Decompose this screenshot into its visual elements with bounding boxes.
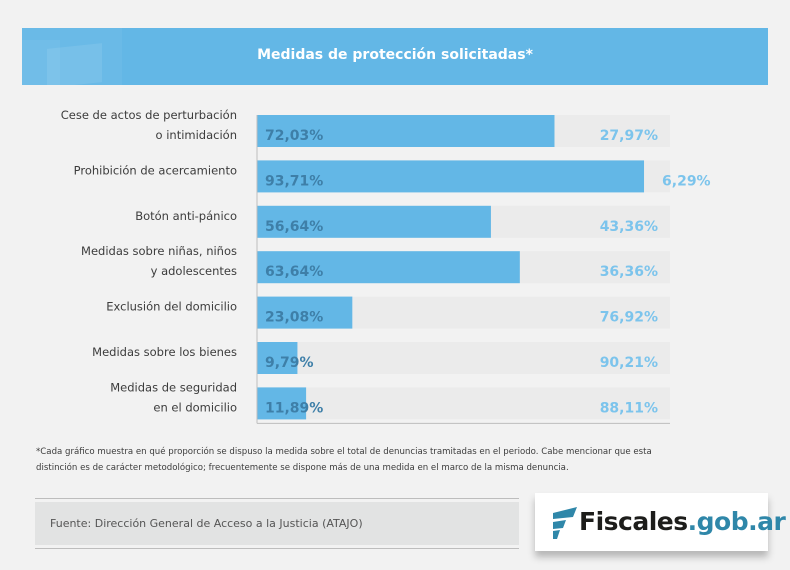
- footnote-line: distinción es de carácter metodológico; …: [36, 463, 569, 473]
- remainder-label: 88,11%: [600, 400, 658, 416]
- bar-chart: Cese de actos de perturbación o intimidac…: [61, 108, 711, 424]
- bar-value: [257, 387, 307, 420]
- logo-text-domain: .gob.ar: [687, 507, 786, 536]
- category-label: Medidas sobre los bienes: [92, 345, 237, 359]
- bar-value: [257, 205, 491, 238]
- value-label: 63,64%: [265, 264, 323, 280]
- source-text: Fuente: Dirección General de Acceso a la…: [50, 517, 363, 530]
- bar-remainder: [257, 387, 670, 420]
- logo-text-fiscales: Fiscales: [579, 507, 688, 536]
- remainder-label: 43,36%: [600, 219, 658, 235]
- category-label: Botón anti-pánico: [135, 209, 237, 223]
- value-label: 72,03%: [265, 128, 323, 144]
- category-label: Prohibición de acercamiento: [74, 163, 237, 177]
- value-label: 56,64%: [265, 219, 323, 235]
- category-label: Exclusión del domicilio: [106, 300, 237, 314]
- category-label: Medidas sobre niñas, niños: [81, 244, 237, 258]
- remainder-label: 90,21%: [600, 355, 658, 371]
- fiscales-f-icon: [553, 507, 577, 539]
- category-label: Medidas de seguridad: [110, 380, 237, 394]
- value-label: 23,08%: [265, 310, 323, 326]
- fiscales-logo: Fiscales.gob.ar: [535, 493, 786, 551]
- category-label: Cese de actos de perturbación: [61, 108, 237, 122]
- chart-title: Medidas de protección solicitadas*: [257, 47, 533, 63]
- remainder-label: 27,97%: [600, 128, 658, 144]
- category-label: en el domicilio: [153, 400, 237, 414]
- bar-value: [257, 160, 645, 193]
- value-label: 93,71%: [265, 173, 323, 189]
- header-decoration: [22, 28, 122, 85]
- remainder-label: 6,29%: [662, 173, 711, 189]
- value-label: 11,89%: [265, 400, 323, 416]
- footnote-line: *Cada gráfico muestra en qué proporción …: [36, 447, 652, 457]
- bar-value: [257, 342, 298, 374]
- header-decoration: [22, 40, 60, 85]
- category-label: o intimidación: [156, 128, 237, 142]
- bar-value: [257, 251, 520, 284]
- remainder-label: 36,36%: [600, 264, 658, 280]
- chart-header: Medidas de protección solicitadas*: [22, 28, 768, 85]
- value-label: 9,79%: [265, 355, 314, 371]
- bar-value: [257, 115, 555, 147]
- footnote: *Cada gráfico muestra en qué proporción …: [36, 444, 766, 476]
- category-label: y adolescentes: [151, 264, 237, 278]
- bar-value: [257, 296, 353, 329]
- remainder-label: 76,92%: [600, 310, 658, 326]
- bar-remainder: [257, 342, 670, 374]
- source-box: Fuente: Dirección General de Acceso a la…: [35, 498, 519, 549]
